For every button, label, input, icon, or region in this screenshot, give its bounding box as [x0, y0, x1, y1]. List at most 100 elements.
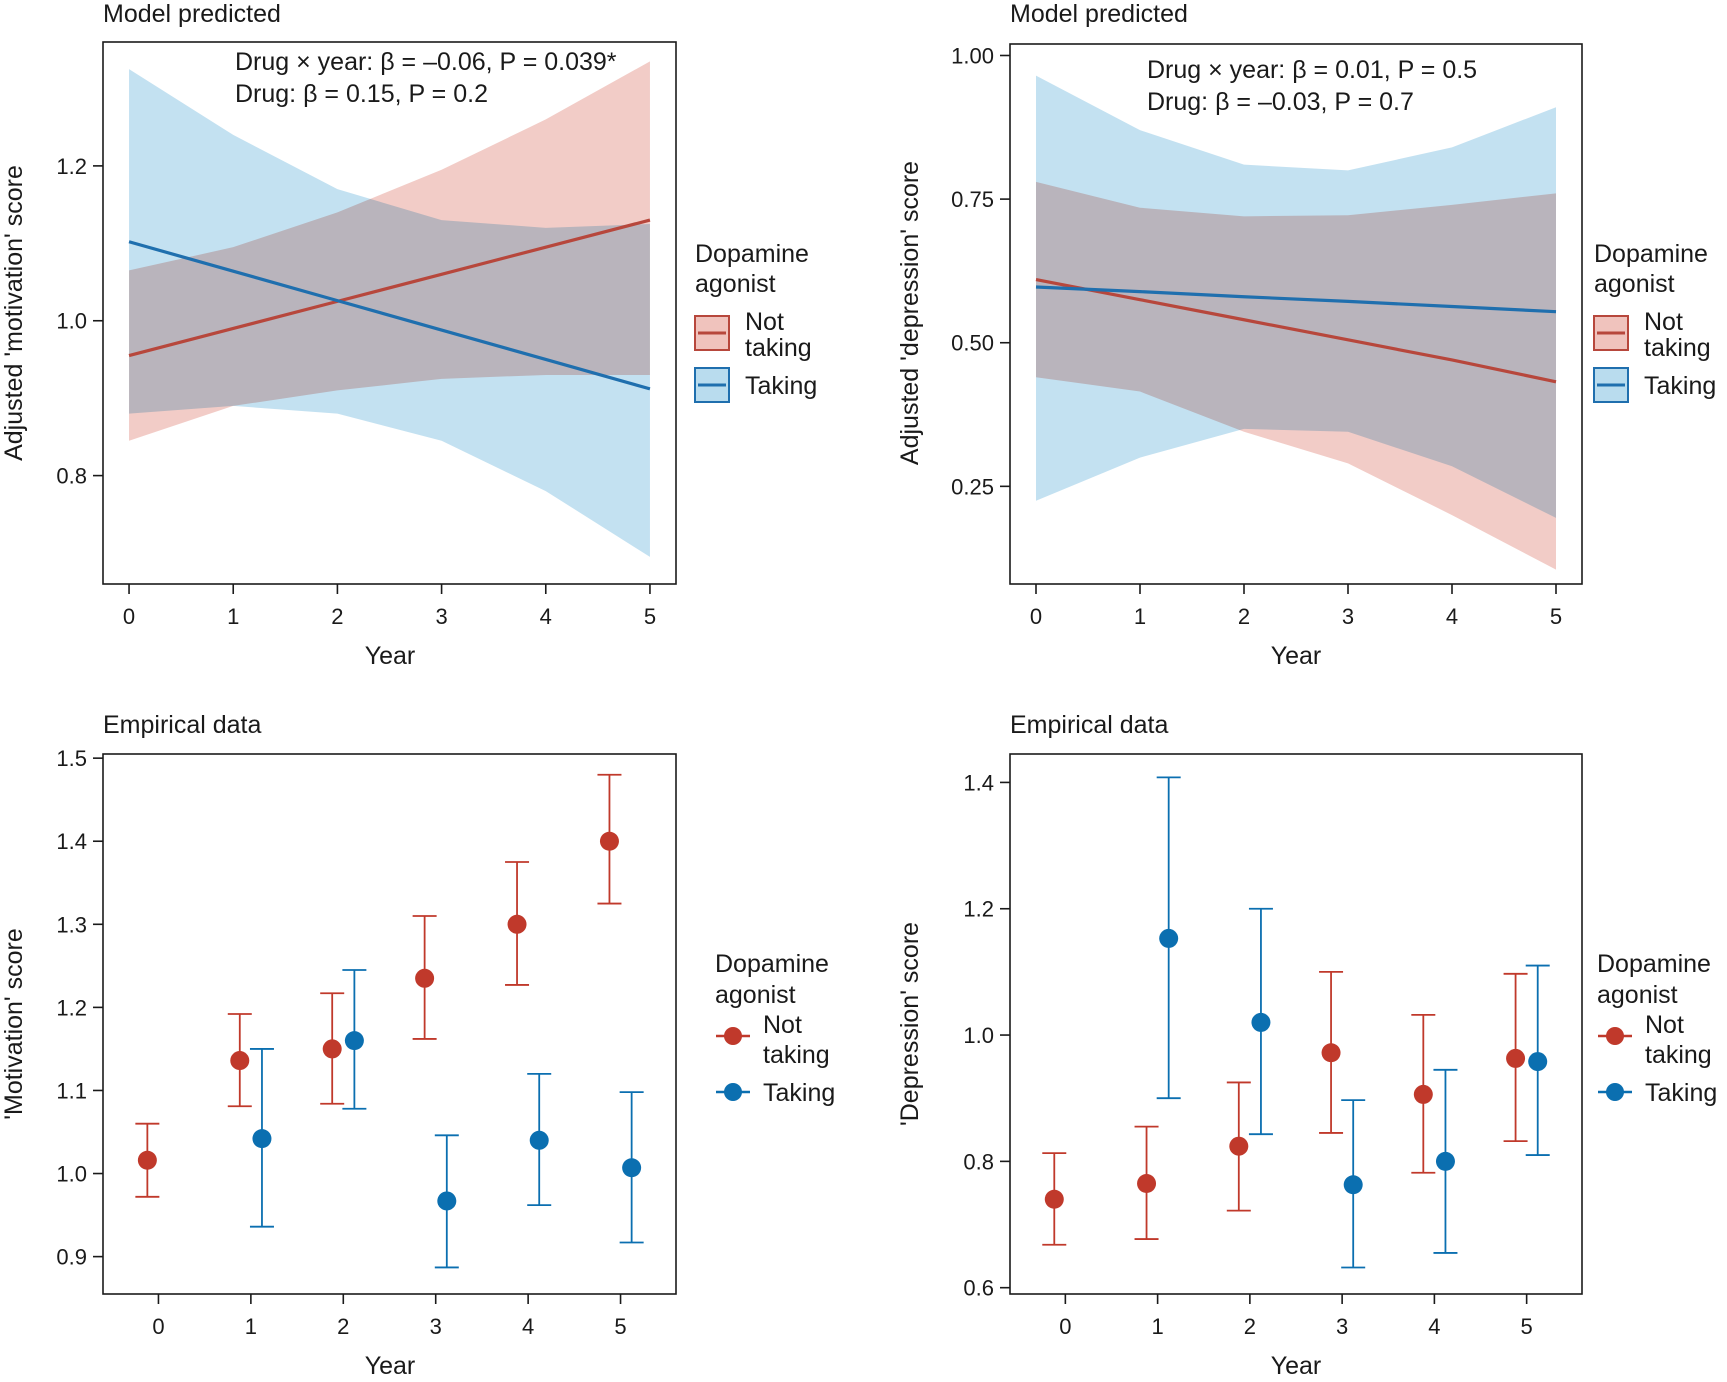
confidence-band-taking [129, 69, 650, 557]
trend-lines [1035, 277, 1557, 384]
y-tick-label: 0.8 [56, 464, 87, 489]
panel-title: Model predicted [1010, 0, 1188, 28]
plot-frame [102, 753, 677, 1295]
panel-title: Model predicted [103, 0, 281, 28]
y-tick-label: 1.0 [56, 1162, 87, 1187]
legend-label-not-taking-line1: Not [1644, 308, 1683, 336]
y-axis-ticks: 0.9 1.0 1.1 1.2 1.3 1.4 1.5 [56, 746, 103, 1270]
stats-annotation-interaction: Drug × year: β = 0.01, P = 0.5 [1147, 56, 1477, 84]
legend-marker-not-taking [1606, 1027, 1624, 1045]
data-point-taking [1528, 1052, 1548, 1072]
data-point-taking [344, 1031, 364, 1051]
data-point-taking [1343, 1175, 1363, 1195]
data-point-taking [529, 1130, 549, 1150]
legend-label-not-taking-line1: Not [763, 1011, 802, 1039]
data-point-not-taking [1506, 1048, 1526, 1068]
data-point-not-taking [230, 1051, 250, 1071]
x-axis-ticks: 0 1 2 3 4 5 [1059, 1294, 1533, 1339]
x-tick-label: 4 [540, 604, 552, 629]
x-axis-ticks: 0 1 2 3 4 5 [123, 584, 656, 629]
x-tick-label: 5 [1521, 1314, 1533, 1339]
legend-label-taking: Taking [763, 1079, 835, 1107]
x-tick-label: 3 [1342, 604, 1354, 629]
legend-marker-not-taking [724, 1027, 742, 1045]
legend-title-line1: Dopamine [695, 240, 809, 268]
x-tick-label: 1 [227, 604, 239, 629]
legend-label-taking: Taking [1645, 1079, 1717, 1107]
data-point-taking [1159, 928, 1179, 948]
data-point-taking [1435, 1151, 1455, 1171]
data-point-not-taking [507, 914, 527, 934]
x-tick-label: 5 [1550, 604, 1562, 629]
plot-frame [102, 41, 677, 585]
y-tick-label: 1.2 [56, 995, 87, 1020]
x-axis-label: Year [365, 642, 416, 670]
data-point-taking [437, 1191, 457, 1211]
y-tick-label: 1.0 [56, 309, 87, 334]
panel-title: Empirical data [103, 711, 261, 739]
data-point-not-taking [415, 968, 435, 988]
data-point-not-taking [137, 1150, 157, 1170]
x-axis-ticks: 0 1 2 3 4 5 [152, 1294, 627, 1339]
y-tick-label: 0.8 [963, 1149, 994, 1174]
x-tick-label: 1 [1151, 1314, 1163, 1339]
panel-motivation-model: Model predicted 0 1 2 3 4 5 0.8 1.0 1.2 Drug × … [0, 0, 817, 670]
x-tick-label: 1 [245, 1314, 257, 1339]
stats-annotation-drug: Drug: β = 0.15, P = 0.2 [235, 80, 488, 108]
legend-title-line2: agonist [695, 270, 776, 298]
x-tick-label: 2 [1244, 1314, 1256, 1339]
x-tick-label: 2 [337, 1314, 349, 1339]
confidence-band-taking [1036, 75, 1556, 518]
y-tick-label: 0.50 [951, 331, 994, 356]
panel-title: Empirical data [1010, 711, 1168, 739]
y-axis-label: 'Depression' score [896, 922, 924, 1126]
legend-title-line1: Dopamine [715, 950, 829, 978]
data-point-taking [252, 1129, 272, 1149]
legend-title-line1: Dopamine [1594, 240, 1708, 268]
y-tick-label: 1.00 [951, 43, 994, 68]
legend-title-line2: agonist [1594, 270, 1675, 298]
x-tick-label: 5 [644, 604, 656, 629]
y-tick-label: 0.9 [56, 1245, 87, 1270]
trend-line-taking [128, 240, 651, 391]
stats-annotation-drug: Drug: β = –0.03, P = 0.7 [1147, 88, 1414, 116]
data-point-not-taking [1413, 1084, 1433, 1104]
y-axis-label: Adjusted 'motivation' score [0, 165, 28, 461]
y-axis-ticks: 0.6 0.8 1.0 1.2 1.4 [963, 770, 1010, 1301]
x-axis-label: Year [365, 1352, 416, 1380]
confidence-bands [1036, 75, 1556, 570]
data-point-not-taking [322, 1039, 342, 1059]
x-tick-label: 4 [1428, 1314, 1440, 1339]
legend-model-right: Dopamine agonist Not taking Taking [1593, 240, 1716, 403]
y-axis-label: 'Motivation' score [0, 928, 28, 1120]
x-tick-label: 3 [1336, 1314, 1348, 1339]
plot-frame [1009, 753, 1583, 1295]
trend-line-not-taking [128, 218, 651, 358]
x-axis-label: Year [1271, 642, 1322, 670]
legend-label-not-taking-line1: Not [1645, 1011, 1684, 1039]
x-tick-label: 4 [522, 1314, 534, 1339]
y-axis-ticks: 0.8 1.0 1.2 [56, 154, 103, 489]
empirical-points [1042, 776, 1550, 1269]
data-point-not-taking [1044, 1189, 1064, 1209]
data-point-not-taking [1229, 1136, 1249, 1156]
x-tick-label: 2 [1238, 604, 1250, 629]
x-tick-label: 5 [614, 1314, 626, 1339]
legend-empirical-right: Dopamine agonist Not taking Taking [1597, 950, 1717, 1107]
y-axis-label: Adjusted 'depression' score [896, 161, 924, 465]
panel-motivation-empirical: Empirical data 0 1 2 3 4 5 0.9 1.0 1.1 1.2 1.3 1.4… [0, 711, 835, 1380]
trend-line-taking [1035, 285, 1557, 314]
data-point-not-taking [1137, 1173, 1157, 1193]
x-tick-label: 2 [331, 604, 343, 629]
trend-line-not-taking [1035, 277, 1557, 384]
x-tick-label: 0 [123, 604, 135, 629]
legend-label-not-taking-line1: Not [745, 308, 784, 336]
plot-frame [1009, 43, 1583, 585]
x-tick-label: 0 [1059, 1314, 1071, 1339]
trend-lines [128, 218, 651, 391]
legend-title-line2: agonist [1597, 981, 1678, 1009]
data-point-not-taking [599, 831, 619, 851]
legend-model-left: Dopamine agonist Not taking Taking [694, 240, 817, 403]
legend-label-not-taking-line2: taking [763, 1041, 830, 1069]
